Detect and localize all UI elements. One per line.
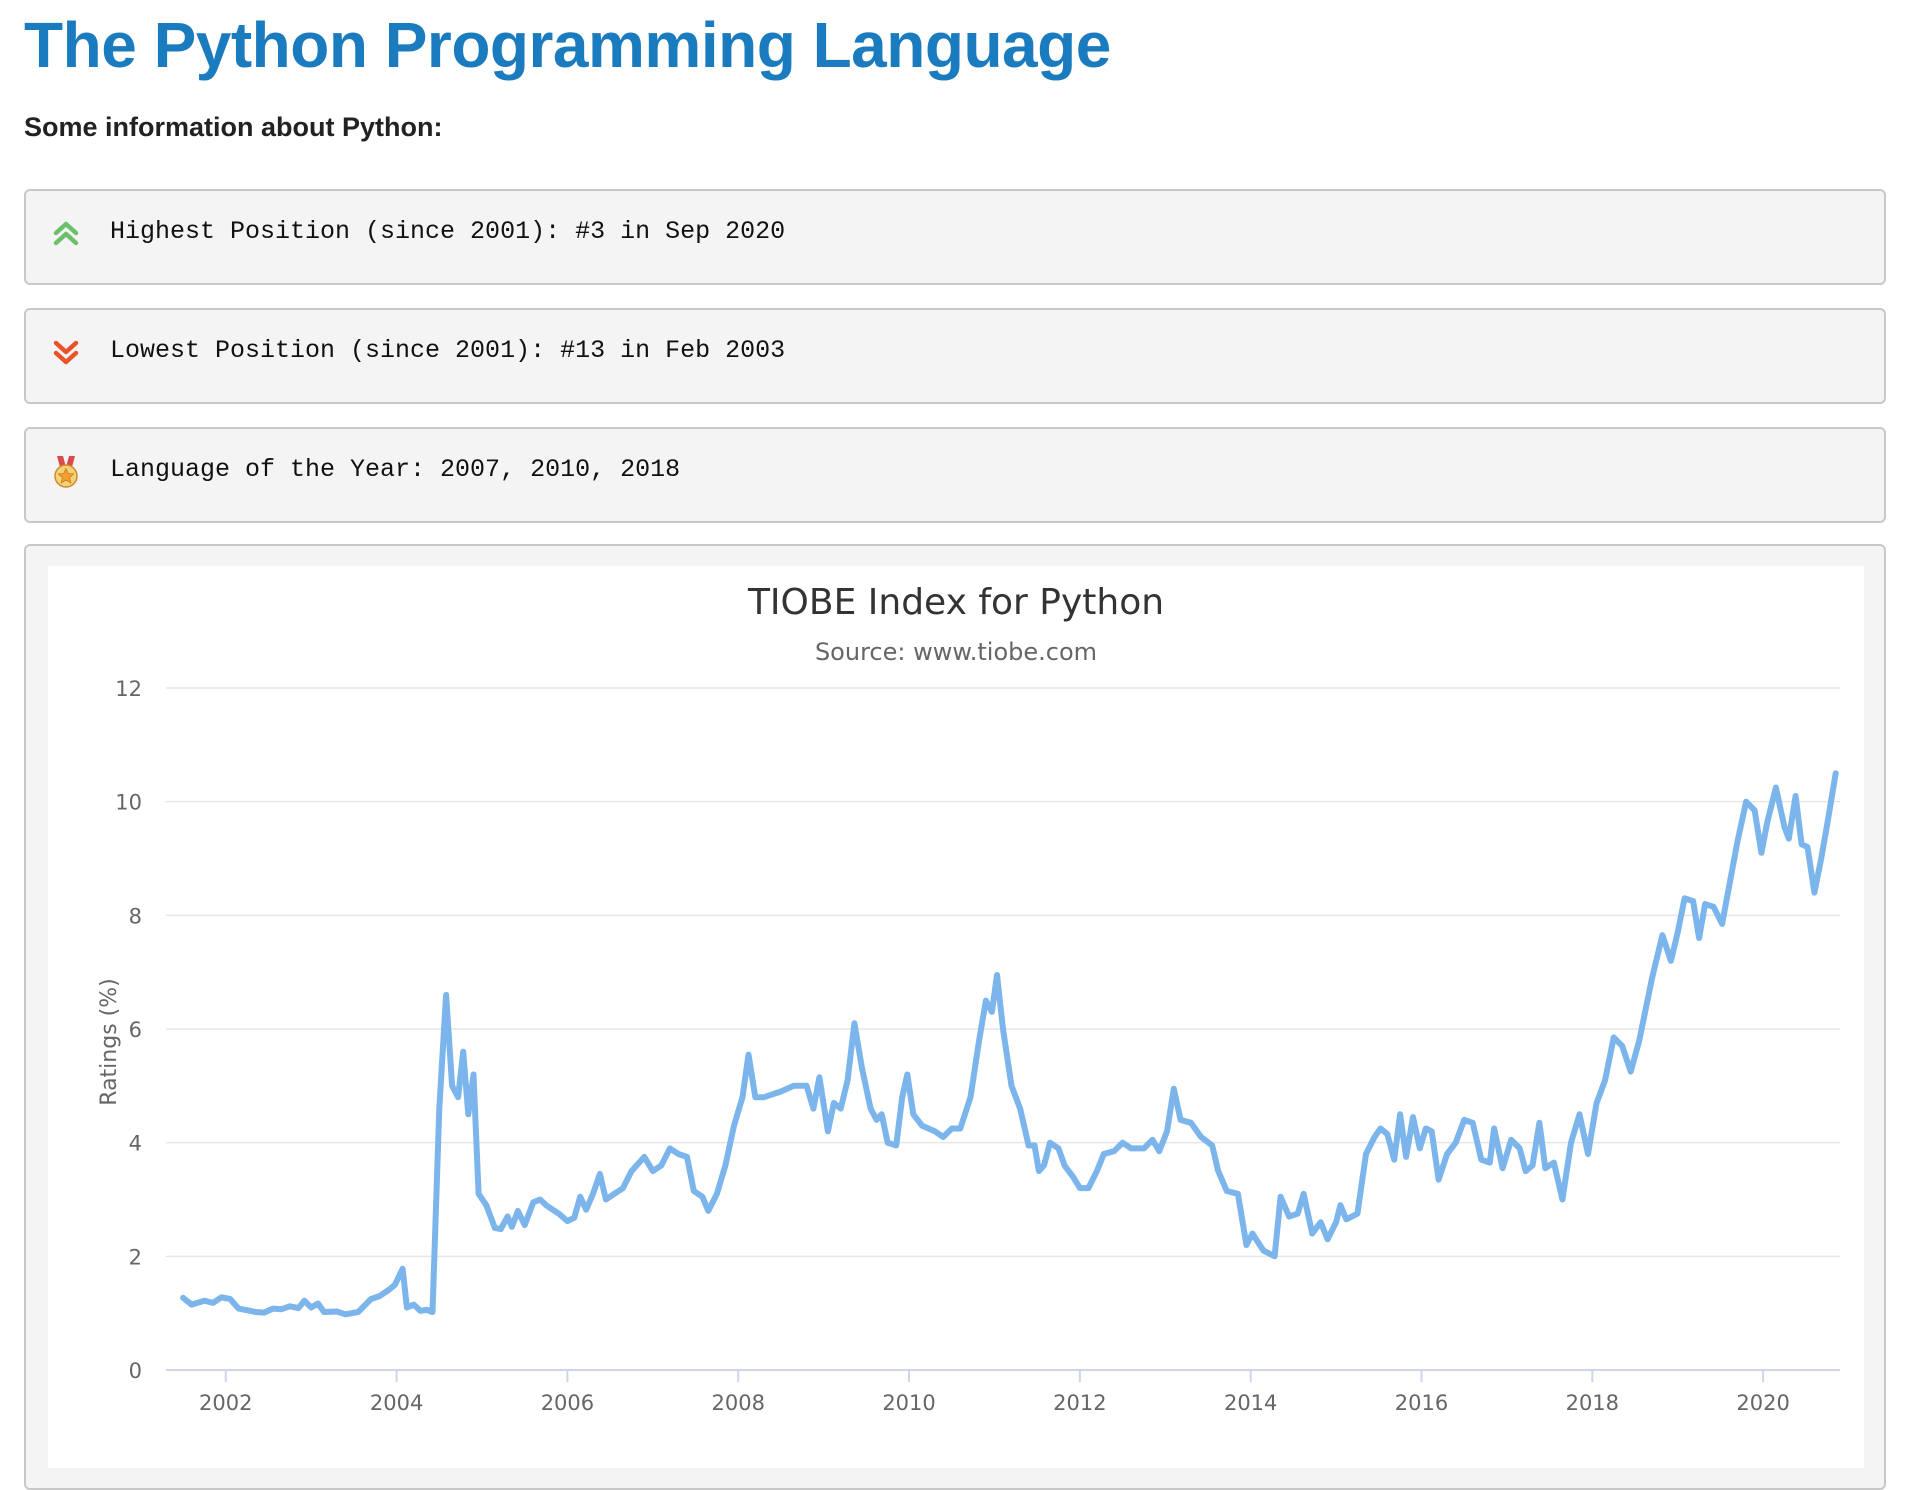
y-tick-label: 10 — [115, 791, 142, 815]
y-tick-label: 2 — [129, 1245, 142, 1269]
y-axis-label: Ratings (%) — [97, 978, 122, 1105]
double-chevron-up-icon — [53, 221, 79, 246]
chart-title: TIOBE Index for Python — [747, 582, 1164, 623]
info-box-highest-position: Highest Position (since 2001): #3 in Sep… — [24, 189, 1886, 285]
double-chevron-down-icon — [53, 340, 79, 365]
lowest-position-text: Lowest Position (since 2001): #13 in Feb… — [110, 336, 786, 365]
info-box-language-of-the-year: Language of the Year: 2007, 2010, 2018 — [24, 427, 1886, 523]
x-tick-label: 2018 — [1566, 1391, 1619, 1415]
chart-background — [48, 566, 1864, 1468]
language-of-the-year-text: Language of the Year: 2007, 2010, 2018 — [110, 455, 681, 484]
python-rating-series-line — [180, 770, 1839, 1318]
section-subtitle: Some information about Python: — [24, 112, 443, 142]
x-tick-label: 2010 — [882, 1391, 935, 1415]
x-tick-label: 2006 — [541, 1391, 594, 1415]
chart-subtitle: Source: www.tiobe.com — [815, 638, 1097, 666]
x-tick-label: 2002 — [199, 1391, 252, 1415]
x-tick-label: 2012 — [1053, 1391, 1106, 1415]
x-tick-label: 2014 — [1224, 1391, 1277, 1415]
x-tick-label: 2020 — [1736, 1391, 1789, 1415]
info-box-lowest-position: Lowest Position (since 2001): #13 in Feb… — [24, 308, 1886, 404]
y-tick-label: 4 — [129, 1132, 142, 1156]
tick-labels: 0 2 4 6 8 10 12 2002 2004 2006 2008 2010 2012 2014 201… — [115, 677, 1790, 1415]
x-tick-label: 2004 — [370, 1391, 423, 1415]
medal-star-icon — [54, 456, 78, 488]
y-tick-label: 8 — [129, 904, 142, 928]
y-tick-label: 6 — [129, 1018, 142, 1042]
x-tick-label: 2008 — [712, 1391, 765, 1415]
highest-position-text: Highest Position (since 2001): #3 in Sep… — [110, 217, 786, 246]
x-tick-label: 2016 — [1395, 1391, 1448, 1415]
y-tick-label: 12 — [115, 677, 142, 701]
x-axis — [166, 1369, 1840, 1382]
y-tick-label: 0 — [129, 1359, 142, 1383]
page-title: The Python Programming Language — [24, 9, 1111, 81]
tiobe-line-chart: TIOBE Index for Python Source: www.tiobe… — [48, 566, 1864, 1468]
chart-container: TIOBE Index for Python Source: www.tiobe… — [24, 544, 1886, 1490]
